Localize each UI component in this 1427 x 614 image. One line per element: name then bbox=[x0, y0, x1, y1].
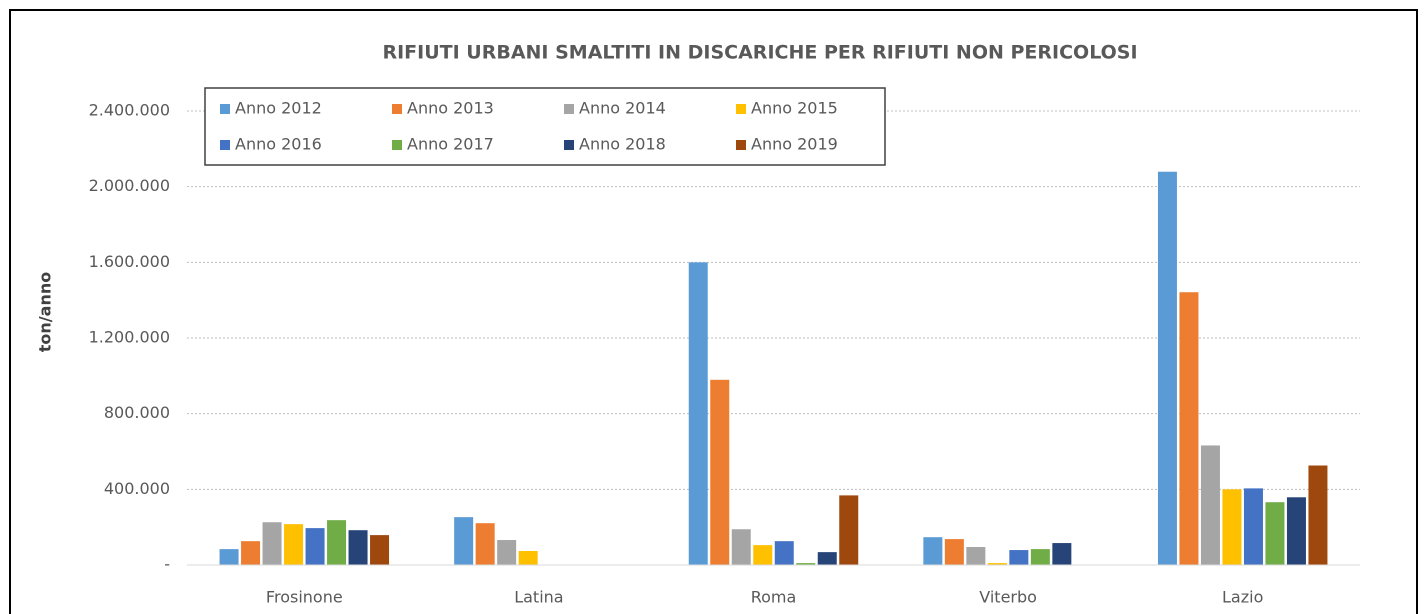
legend-label: Anno 2018 bbox=[579, 135, 666, 154]
bar bbox=[1157, 171, 1177, 565]
legend-label: Anno 2015 bbox=[751, 99, 838, 118]
bar bbox=[348, 530, 368, 565]
bar bbox=[817, 552, 837, 565]
x-tick-label: Latina bbox=[514, 588, 563, 607]
y-tick-label: 400.000 bbox=[104, 479, 170, 498]
bar bbox=[1222, 489, 1242, 565]
bar bbox=[1030, 549, 1050, 565]
bar bbox=[1200, 445, 1220, 565]
bar bbox=[1286, 497, 1306, 565]
legend-label: Anno 2014 bbox=[579, 99, 666, 118]
legend-label: Anno 2013 bbox=[407, 99, 494, 118]
legend-label: Anno 2012 bbox=[235, 99, 322, 118]
legend-swatch bbox=[564, 104, 574, 114]
bar bbox=[774, 541, 794, 565]
bar bbox=[454, 517, 474, 565]
y-tick-label: 800.000 bbox=[104, 403, 170, 422]
bar bbox=[284, 524, 304, 565]
bar bbox=[1308, 465, 1328, 565]
bar bbox=[944, 539, 964, 565]
x-tick-label: Roma bbox=[751, 588, 797, 607]
bar bbox=[327, 520, 347, 565]
bar bbox=[923, 537, 943, 565]
bar bbox=[241, 541, 261, 565]
bar bbox=[688, 262, 708, 565]
legend-label: Anno 2017 bbox=[407, 135, 494, 154]
bar bbox=[219, 549, 239, 565]
y-tick-label: 2.000.000 bbox=[89, 176, 170, 195]
x-tick-label: Viterbo bbox=[979, 588, 1037, 607]
bar bbox=[1179, 292, 1199, 565]
legend-swatch bbox=[736, 140, 746, 150]
legend-swatch bbox=[220, 104, 230, 114]
bar bbox=[1052, 543, 1072, 565]
legend-swatch bbox=[392, 104, 402, 114]
y-tick-label: 1.200.000 bbox=[89, 328, 170, 347]
bar bbox=[305, 528, 325, 565]
bar bbox=[796, 563, 816, 565]
bar bbox=[753, 545, 773, 565]
legend-swatch bbox=[564, 140, 574, 150]
y-tick-label: 2.400.000 bbox=[89, 101, 170, 120]
legend-label: Anno 2016 bbox=[235, 135, 322, 154]
y-tick-label: - bbox=[164, 555, 170, 574]
legend-label: Anno 2019 bbox=[751, 135, 838, 154]
bar bbox=[1243, 488, 1263, 565]
bar bbox=[731, 529, 751, 565]
bar bbox=[475, 523, 495, 565]
bar bbox=[1009, 550, 1029, 565]
bar bbox=[1265, 502, 1285, 565]
chart-title: RIFIUTI URBANI SMALTITI IN DISCARICHE PE… bbox=[382, 42, 1137, 64]
bar bbox=[710, 379, 730, 565]
y-tick-label: 1.600.000 bbox=[89, 252, 170, 271]
legend-swatch bbox=[736, 104, 746, 114]
bar bbox=[262, 522, 282, 565]
bar bbox=[518, 551, 538, 565]
y-axis-label: ton/anno bbox=[36, 272, 55, 352]
x-tick-label: Frosinone bbox=[266, 588, 343, 607]
legend-box bbox=[204, 87, 886, 166]
x-tick-label: Lazio bbox=[1222, 588, 1263, 607]
legend-swatch bbox=[392, 140, 402, 150]
bar bbox=[370, 535, 390, 565]
bar bbox=[497, 540, 517, 565]
bar bbox=[839, 495, 859, 565]
bar bbox=[966, 547, 986, 565]
legend-swatch bbox=[220, 140, 230, 150]
bar bbox=[987, 563, 1007, 565]
